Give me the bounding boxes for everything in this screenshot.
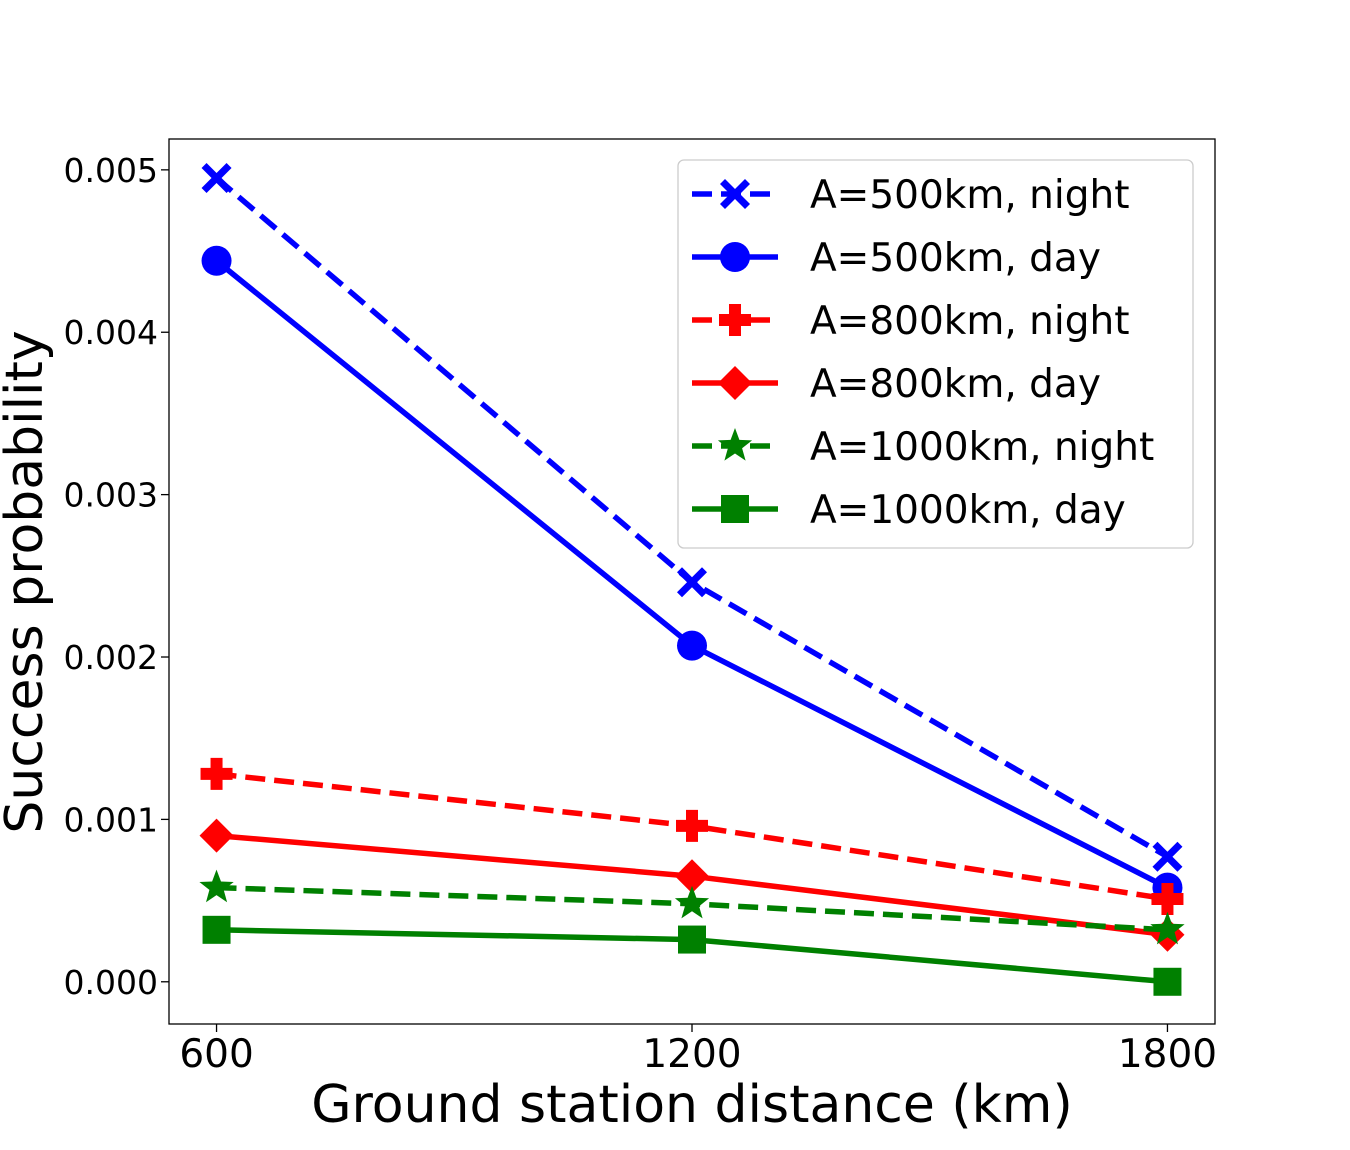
legend-marker [721,495,749,523]
x-axis: 600 1200 1800 [179,1024,1217,1077]
data-point [199,869,234,903]
legend-entry: A=1000km, day [692,488,1126,533]
legend-entry: A=1000km, night [692,425,1154,470]
legend-label: A=1000km, night [810,425,1154,470]
y-axis: 0.000 0.001 0.002 0.003 0.004 0.005 [64,151,169,1002]
legend-marker [719,304,751,336]
legend-marker [717,428,753,461]
x-tick-label: 1800 [1118,1032,1217,1077]
series-layer [199,162,1185,996]
legend-entry: A=800km, night [692,299,1129,344]
data-point [678,925,706,954]
legend-marker [718,366,752,400]
y-tick-label: 0.002 [64,638,158,677]
y-tick-label: 0.004 [64,313,158,352]
legend-entry: A=500km, night [692,173,1129,218]
x-tick-label: 1200 [642,1032,741,1077]
legend-entry: A=800km, day [692,362,1101,407]
y-tick-label: 0.005 [64,151,158,190]
legend-label: A=800km, day [810,362,1101,407]
data-point [675,859,709,894]
data-point [1150,911,1185,945]
y-tick-label: 0.000 [64,963,158,1002]
x-axis-title: Ground station distance (km) [311,1075,1073,1135]
data-point [1152,841,1183,872]
data-point [674,885,710,919]
data-point [200,757,233,790]
data-point [676,809,708,842]
data-point [1153,967,1182,996]
data-point [201,162,232,193]
legend-label: A=1000km, day [810,488,1126,533]
y-tick-label: 0.001 [64,800,158,839]
data-point [202,915,231,944]
legend-label: A=800km, night [810,299,1129,344]
legend-marker [720,242,750,272]
legend-label: A=500km, day [810,236,1101,281]
legend-entry: A=500km, day [692,236,1101,281]
legend-marker [720,179,750,209]
legend: A=500km, night A=500km, day A=800km, night… [677,159,1194,549]
data-point [677,567,707,598]
data-point [201,245,232,276]
y-tick-label: 0.003 [64,476,158,515]
data-point [1151,882,1184,915]
series-5 [202,915,1182,996]
series-2 [200,757,1184,915]
series-4 [199,869,1185,945]
x-tick-label: 600 [179,1032,253,1077]
legend-box [677,159,1194,549]
legend-label: A=500km, night [810,173,1129,218]
y-axis-title: Success probability [0,330,55,833]
series-0 [201,162,1183,872]
data-point [677,630,707,661]
data-point [199,818,234,853]
